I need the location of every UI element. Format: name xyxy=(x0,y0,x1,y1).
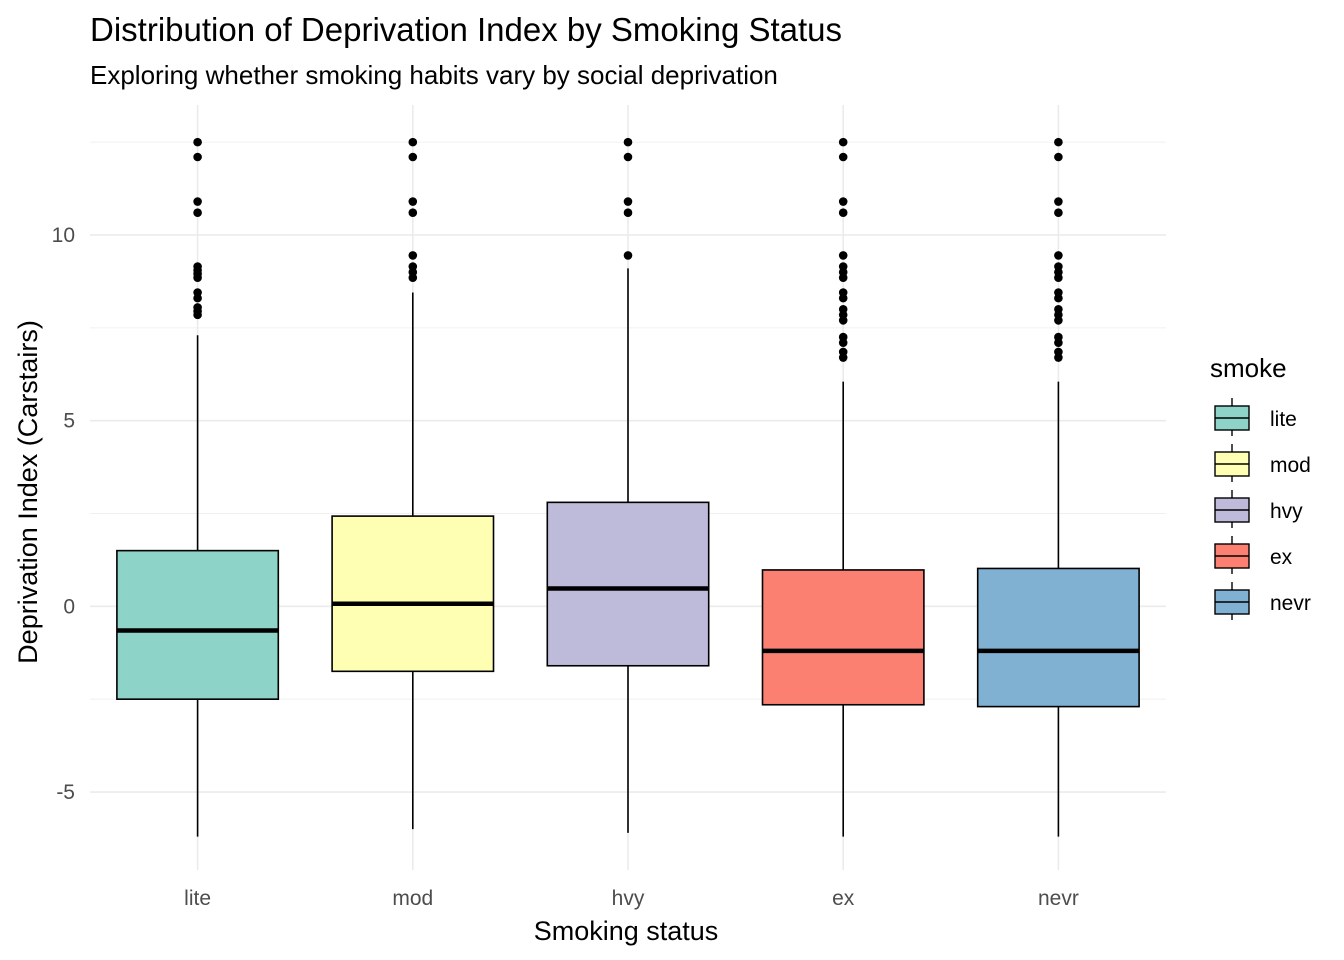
legend-item-lite: lite xyxy=(1214,398,1297,436)
legend-label: ex xyxy=(1270,546,1293,569)
y-tick-label: 10 xyxy=(52,224,75,247)
legend-label: lite xyxy=(1270,408,1297,431)
outlier-point xyxy=(1054,197,1063,206)
chart-title: Distribution of Deprivation Index by Smo… xyxy=(90,11,842,48)
outlier-point xyxy=(1054,293,1063,303)
legend-item-mod: mod xyxy=(1214,444,1311,482)
outlier-point xyxy=(1054,137,1063,147)
x-axis-title: Smoking status xyxy=(534,916,719,946)
x-tick-label: lite xyxy=(184,887,211,910)
legend-item-ex: ex xyxy=(1214,536,1293,574)
outlier-point xyxy=(193,208,202,217)
y-axis-ticks: -5 0 5 10 xyxy=(52,224,75,804)
x-tick-label: nevr xyxy=(1038,887,1079,910)
legend-label: mod xyxy=(1270,454,1311,477)
outlier-point xyxy=(623,251,633,260)
outlier-point xyxy=(838,316,848,325)
chart-subtitle: Exploring whether smoking habits vary by… xyxy=(90,60,778,90)
outlier-point xyxy=(838,338,848,347)
outlier-point xyxy=(408,197,418,206)
legend-item-nevr: nevr xyxy=(1214,582,1311,620)
outlier-point xyxy=(1054,353,1063,362)
box-rect xyxy=(546,501,710,667)
box-nevr xyxy=(976,137,1140,837)
legend-item-hvy: hvy xyxy=(1214,490,1303,528)
outlier-point xyxy=(408,137,418,147)
legend-label: hvy xyxy=(1270,500,1303,523)
outlier-point xyxy=(193,273,202,282)
outlier-point xyxy=(838,251,848,260)
outlier-point xyxy=(623,137,633,147)
outlier-point xyxy=(838,273,848,282)
outlier-point xyxy=(1054,208,1063,217)
box-rect xyxy=(976,567,1140,708)
outlier-point xyxy=(1054,251,1063,260)
y-tick-label: 0 xyxy=(63,595,75,618)
x-tick-label: ex xyxy=(832,887,855,910)
outlier-point xyxy=(193,310,202,320)
outlier-point xyxy=(623,152,633,162)
outlier-point xyxy=(193,293,202,303)
box-lite xyxy=(116,137,280,837)
outlier-point xyxy=(1054,338,1063,347)
x-tick-label: hvy xyxy=(612,887,645,910)
box-series xyxy=(116,137,1140,837)
outlier-point xyxy=(193,197,202,206)
outlier-point xyxy=(838,137,848,147)
outlier-point xyxy=(408,152,418,162)
box-hvy xyxy=(546,137,710,833)
box-rect xyxy=(116,549,280,700)
box-ex xyxy=(761,137,925,837)
x-axis-ticks: lite mod hvy ex nevr xyxy=(184,887,1079,910)
outlier-point xyxy=(1054,316,1063,325)
legend: lite mod hvy ex nevr xyxy=(1214,398,1311,620)
y-tick-label: 5 xyxy=(63,410,75,433)
box-rect xyxy=(761,569,925,706)
x-tick-label: mod xyxy=(392,887,433,910)
y-axis-title: Deprivation Index (Carstairs) xyxy=(13,320,43,664)
legend-label: nevr xyxy=(1270,592,1311,615)
outlier-point xyxy=(623,208,633,217)
legend-title: smoke xyxy=(1210,353,1287,383)
outlier-point xyxy=(838,208,848,217)
outlier-point xyxy=(623,197,633,206)
outlier-point xyxy=(1054,152,1063,162)
outlier-point xyxy=(1054,273,1063,282)
box-rect xyxy=(331,515,495,673)
outlier-point xyxy=(408,273,418,282)
outlier-point xyxy=(193,137,202,147)
outlier-point xyxy=(193,152,202,162)
outlier-point xyxy=(838,293,848,303)
outlier-point xyxy=(408,208,418,217)
outlier-point xyxy=(408,251,418,260)
box-mod xyxy=(331,137,495,830)
y-tick-label: -5 xyxy=(56,781,75,804)
outlier-point xyxy=(838,197,848,206)
outlier-point xyxy=(838,353,848,362)
outlier-point xyxy=(838,152,848,162)
